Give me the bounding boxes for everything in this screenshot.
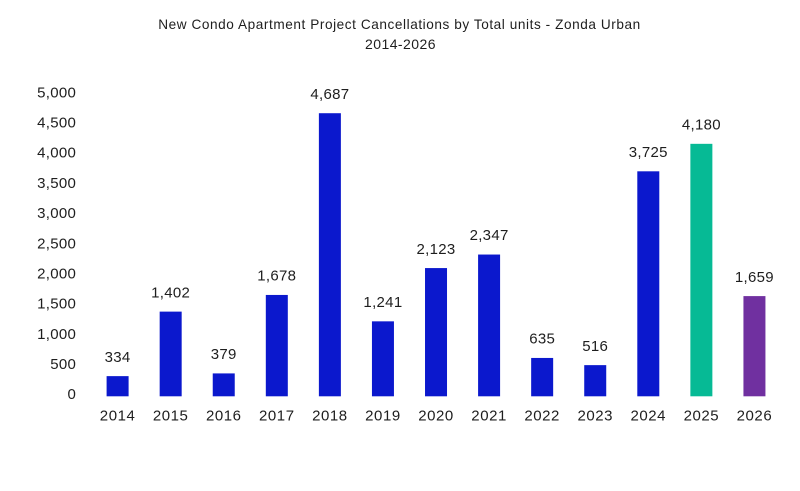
svg-text:2014-2026: 2014-2026 — [365, 36, 436, 52]
svg-text:2023: 2023 — [577, 408, 613, 425]
svg-text:New Condo Apartment Project Ca: New Condo Apartment Project Cancellation… — [158, 17, 640, 32]
svg-text:1,000: 1,000 — [37, 326, 76, 343]
svg-text:2021: 2021 — [471, 408, 507, 425]
svg-text:0: 0 — [68, 386, 77, 403]
svg-text:500: 500 — [50, 356, 76, 373]
svg-text:3,000: 3,000 — [37, 205, 76, 222]
svg-text:1,241: 1,241 — [363, 294, 402, 311]
svg-text:2,123: 2,123 — [416, 241, 455, 258]
svg-text:2022: 2022 — [524, 408, 560, 425]
svg-text:516: 516 — [582, 338, 608, 355]
svg-text:4,180: 4,180 — [682, 117, 721, 134]
svg-text:2020: 2020 — [418, 408, 454, 425]
svg-text:2018: 2018 — [312, 408, 348, 425]
svg-text:4,687: 4,687 — [310, 86, 349, 103]
svg-text:2026: 2026 — [737, 408, 773, 425]
svg-text:1,500: 1,500 — [37, 296, 76, 313]
svg-text:4,000: 4,000 — [37, 145, 76, 162]
svg-text:2024: 2024 — [631, 408, 667, 425]
svg-text:2015: 2015 — [153, 408, 189, 425]
svg-text:379: 379 — [211, 346, 237, 363]
svg-text:2019: 2019 — [365, 408, 401, 425]
svg-text:334: 334 — [105, 349, 131, 366]
svg-text:1,402: 1,402 — [151, 284, 190, 301]
svg-text:635: 635 — [529, 331, 555, 348]
svg-text:2016: 2016 — [206, 408, 242, 425]
svg-text:3,725: 3,725 — [629, 144, 668, 161]
svg-text:5,000: 5,000 — [37, 84, 76, 101]
svg-text:2014: 2014 — [100, 408, 136, 425]
svg-text:2,000: 2,000 — [37, 265, 76, 282]
svg-text:2,347: 2,347 — [470, 227, 509, 244]
svg-text:2,500: 2,500 — [37, 235, 76, 252]
svg-text:2025: 2025 — [684, 408, 720, 425]
svg-text:2017: 2017 — [259, 408, 295, 425]
svg-text:1,678: 1,678 — [257, 268, 296, 285]
svg-text:4,500: 4,500 — [37, 115, 76, 132]
svg-text:3,500: 3,500 — [37, 175, 76, 192]
svg-text:1,659: 1,659 — [735, 269, 774, 286]
